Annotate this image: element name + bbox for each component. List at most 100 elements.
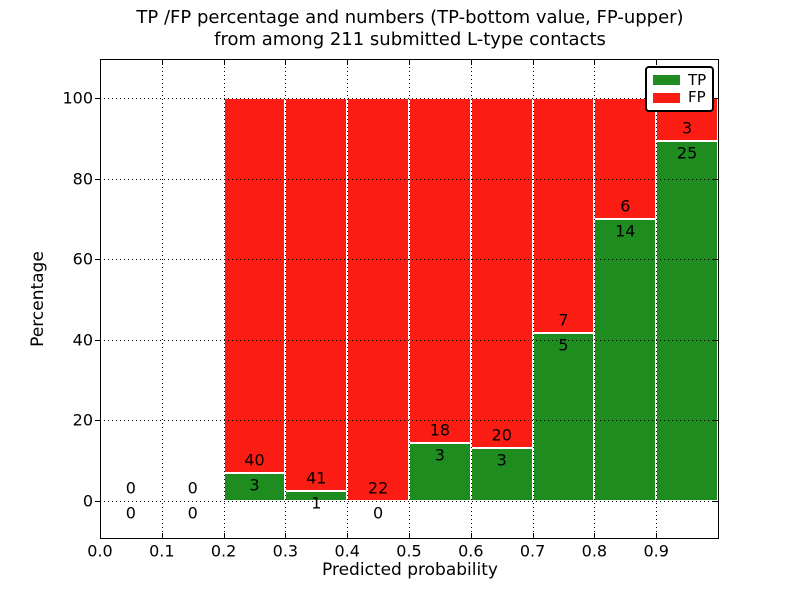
tp-count-label: 3 [249, 475, 260, 495]
legend-label-tp: TP [688, 70, 707, 89]
fp-count-label: 40 [244, 450, 265, 470]
horizontal-gridline [100, 98, 718, 99]
tp-count-label: 25 [676, 143, 698, 163]
right-spine [718, 59, 719, 539]
tp-count-label: 5 [558, 335, 569, 355]
y-tick-mark-right [713, 259, 718, 261]
fp-count-label: 0 [187, 478, 198, 498]
x-tick-label: 0.3 [272, 541, 299, 561]
fp-count-label: 3 [682, 118, 693, 138]
y-tick-label: 40 [72, 330, 93, 350]
x-tick-mark [532, 533, 534, 538]
x-tick-label: 0.2 [210, 541, 237, 561]
legend-item-tp: TP [653, 70, 707, 89]
y-tick-mark [95, 420, 100, 422]
bar-fp [532, 98, 595, 334]
legend-swatch-tp [653, 75, 680, 86]
legend-label-fp: FP [688, 88, 706, 107]
x-axis-spine [100, 538, 719, 539]
fp-count-label: 20 [491, 425, 512, 445]
vertical-gridline [470, 59, 472, 538]
tp-count-label: 14 [615, 221, 636, 241]
legend-swatch-fp [653, 92, 680, 103]
bar-tp [656, 141, 718, 501]
x-tick-label: 0.8 [581, 541, 608, 561]
horizontal-gridline [100, 339, 718, 341]
x-tick-label: 0.5 [396, 541, 422, 561]
bar-tp [594, 218, 657, 501]
fp-count-label: 7 [558, 310, 569, 330]
x-tick-mark-top [100, 60, 101, 65]
x-tick-mark-top [594, 60, 596, 65]
y-tick-label: 60 [72, 249, 93, 269]
x-axis-label: Predicted probability [322, 560, 498, 580]
vertical-gridline [223, 59, 225, 538]
legend-item-fp: FP [653, 90, 706, 105]
vertical-gridline [409, 59, 410, 538]
vertical-gridline [594, 59, 596, 538]
y-tick-mark [95, 259, 100, 261]
x-tick-mark [594, 533, 596, 538]
vertical-gridline [161, 59, 163, 538]
horizontal-gridline [100, 178, 718, 180]
horizontal-gridline [100, 259, 718, 261]
tp-count-label: 0 [125, 503, 136, 523]
x-tick-label: 0.7 [519, 541, 546, 561]
bar-tp [532, 333, 595, 501]
y-tick-mark-right [713, 98, 718, 99]
x-tick-label: 0.1 [149, 541, 175, 561]
x-tick-mark-top [409, 60, 410, 65]
chart-title: TP /FP percentage and numbers (TP-bottom… [100, 7, 720, 51]
horizontal-gridline [100, 420, 718, 422]
bar-tp [409, 443, 471, 501]
bar-fp [223, 98, 286, 473]
bar-fp [347, 98, 409, 501]
tp-count-label: 0 [187, 503, 198, 523]
fp-count-label: 0 [125, 478, 136, 498]
vertical-gridline [347, 59, 349, 538]
bar-fp [285, 98, 348, 492]
x-tick-label: 0.4 [334, 541, 360, 561]
x-tick-mark [285, 533, 287, 538]
x-tick-label: 0.9 [643, 541, 669, 561]
chart-title-line2: from among 211 submitted L-type contacts [214, 29, 606, 50]
x-tick-label: 0.6 [458, 541, 484, 561]
bar-fp [470, 98, 533, 449]
x-tick-label: 0.0 [87, 541, 113, 561]
legend: TP FP [645, 66, 714, 112]
x-tick-mark-top [470, 60, 472, 65]
vertical-gridline [285, 59, 287, 538]
plot-area: 0 0 0 0 40 3 41 1 22 0 18 3 20 3 7 5 6 14 3 25 [95, 59, 719, 539]
tp-count-label: 3 [434, 445, 445, 465]
x-tick-mark-top [161, 60, 163, 65]
x-tick-mark [161, 533, 163, 538]
x-tick-mark [100, 533, 101, 538]
x-tick-mark [409, 533, 410, 538]
y-tick-mark [95, 98, 100, 99]
y-tick-mark-right [713, 420, 718, 422]
fp-count-label: 18 [429, 420, 451, 440]
y-tick-mark [95, 501, 100, 502]
fp-count-label: 6 [620, 196, 631, 216]
x-tick-mark [347, 533, 349, 538]
x-tick-mark-top [656, 60, 658, 65]
y-tick-label: 0 [82, 491, 93, 511]
tp-count-label: 3 [496, 450, 507, 470]
y-tick-label: 80 [72, 169, 93, 189]
bar-tp [470, 448, 533, 501]
vertical-gridline [656, 59, 658, 538]
top-spine [100, 59, 719, 60]
horizontal-gridline [100, 501, 718, 502]
fp-count-label: 22 [367, 478, 389, 498]
x-tick-mark-top [285, 60, 287, 65]
x-tick-mark [656, 533, 658, 538]
y-tick-label: 100 [62, 88, 93, 108]
x-tick-mark-top [532, 60, 534, 65]
chart-title-line1: TP /FP percentage and numbers (TP-bottom… [136, 7, 684, 28]
y-tick-label: 20 [72, 410, 93, 430]
vertical-gridline [532, 59, 534, 538]
y-tick-mark-right [713, 339, 718, 341]
y-tick-mark [95, 339, 100, 341]
tp-count-label: 0 [373, 503, 384, 523]
